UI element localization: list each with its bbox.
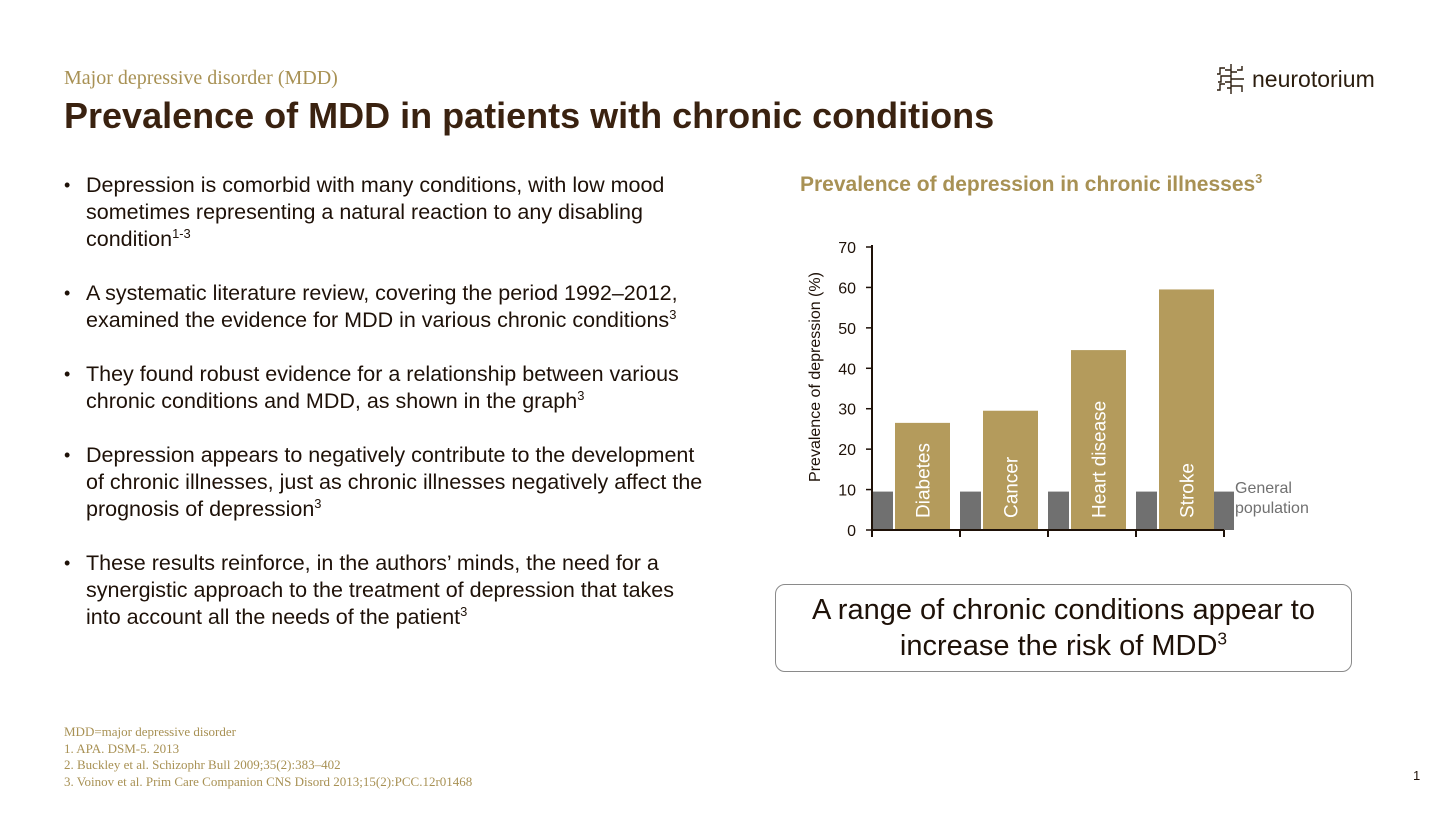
bullet-ref: 3 — [314, 495, 322, 511]
bullet-ref: 3 — [460, 603, 468, 619]
baseline-bar — [1136, 491, 1157, 530]
y-tick-label: 0 — [847, 523, 856, 540]
y-tick-label: 40 — [838, 361, 856, 378]
callout-text: A range of chronic conditions appear to … — [812, 594, 1315, 662]
bullet-ref: 3 — [577, 387, 585, 403]
footnotes: MDD=major depressive disorder 1. APA. DS… — [64, 724, 472, 790]
y-tick-label: 60 — [838, 280, 856, 297]
bullet-item: These results reinforce, in the authors’… — [64, 550, 714, 631]
page-number: 1 — [1413, 768, 1421, 783]
y-tick-label: 20 — [838, 442, 856, 459]
footnote-reference: 1. APA. DSM-5. 2013 — [64, 740, 180, 756]
callout-ref: 3 — [1217, 628, 1228, 649]
bar-category-label: Cancer — [1002, 456, 1023, 518]
baseline-bar — [1213, 491, 1234, 530]
y-tick-label: 70 — [838, 240, 856, 257]
bar-category-label: Stroke — [1178, 463, 1199, 518]
slide-subtitle: Major depressive disorder (MDD) — [64, 67, 338, 89]
bullet-item: Depression appears to negatively contrib… — [64, 442, 714, 523]
bullet-item: A systematic literature review, covering… — [64, 280, 714, 334]
chart-title: Prevalence of depression in chronic illn… — [800, 173, 1262, 197]
condition-bar — [983, 410, 1038, 530]
baseline-bar — [960, 491, 981, 530]
y-tick-label: 30 — [838, 402, 856, 419]
baseline-bar — [872, 491, 893, 530]
bullet-text: These results reinforce, in the authors’… — [86, 551, 674, 629]
footnote-reference: 3. Voinov et al. Prim Care Companion CNS… — [64, 773, 473, 789]
bullet-item: Depression is comorbid with many conditi… — [64, 172, 714, 253]
bullet-list: Depression is comorbid with many conditi… — [64, 172, 714, 658]
bullet-text: They found robust evidence for a relatio… — [86, 362, 679, 413]
logo-text: neurotorium — [1252, 65, 1375, 92]
y-tick-label: 10 — [838, 483, 856, 500]
prevalence-bar-chart: Diabetes Cancer Heart disease Stroke 0 10 20 30… — [807, 240, 1309, 540]
y-axis-title: Prevalence of depression (%) — [807, 272, 824, 482]
footnote-reference: 2. Buckley et al. Schizophr Bull 2009;35… — [64, 757, 341, 772]
footnote-abbreviation: MDD=major depressive disorder — [64, 724, 236, 739]
condition-bar — [895, 422, 950, 530]
bullet-text: Depression is comorbid with many conditi… — [86, 173, 665, 251]
bar-category-label: Heart disease — [1090, 401, 1111, 518]
bar-category-label: Diabetes — [914, 443, 935, 518]
key-message-callout: A range of chronic conditions appear to … — [775, 584, 1352, 672]
bullet-item: They found robust evidence for a relatio… — [64, 361, 714, 415]
condition-bar — [1159, 289, 1214, 530]
bullet-text: A systematic literature review, covering… — [86, 281, 678, 332]
chart-title-ref: 3 — [1255, 172, 1263, 186]
callout-text-wrap: A range of chronic conditions appear to … — [776, 592, 1351, 664]
bullet-text: Depression appears to negatively contrib… — [86, 443, 703, 521]
brand-logo: neurotorium — [1216, 62, 1375, 96]
neurotorium-logo-icon — [1217, 64, 1244, 94]
condition-bar — [1071, 350, 1126, 530]
bullet-ref: 1-3 — [172, 225, 191, 241]
baseline-bar — [1048, 491, 1069, 530]
slide-title: Prevalence of MDD in patients with chron… — [64, 95, 995, 136]
general-population-label: General population — [1235, 480, 1309, 517]
chart-title-text: Prevalence of depression in chronic illn… — [800, 173, 1256, 196]
bullet-ref: 3 — [669, 306, 677, 322]
y-tick-label: 50 — [838, 321, 856, 338]
